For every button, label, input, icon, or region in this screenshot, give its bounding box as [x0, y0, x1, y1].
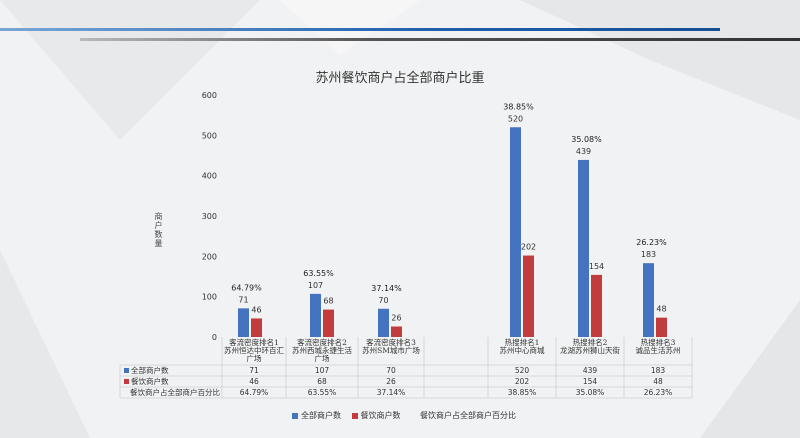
- data-label-food: 48: [656, 305, 666, 314]
- table-cell: 439: [583, 366, 598, 375]
- data-label-percent: 35.08%: [571, 135, 602, 144]
- data-label-all: 71: [238, 295, 248, 304]
- x-category-label: 苏州中心商城: [500, 345, 545, 355]
- x-category-label: 热搜排名1: [505, 337, 540, 347]
- data-label-food: 26: [391, 314, 401, 323]
- data-label-percent: 63.55%: [303, 269, 334, 278]
- bar-all-merchants: [238, 308, 249, 337]
- bar-food-merchants: [391, 326, 402, 337]
- y-tick-label: 0: [212, 333, 217, 342]
- data-label-food: 46: [251, 305, 261, 314]
- table-cell: 26: [386, 377, 396, 386]
- legend-swatch-percent: [411, 413, 417, 419]
- data-label-food: 68: [323, 297, 333, 306]
- data-label-all: 439: [576, 147, 591, 156]
- y-tick-label: 500: [202, 131, 217, 140]
- table-swatch-all: [124, 368, 129, 373]
- y-axis-label: 商户数量: [154, 212, 163, 248]
- bar-food-merchants: [591, 274, 602, 337]
- y-tick-label: 300: [202, 212, 217, 221]
- table-cell: 63.55%: [308, 388, 337, 397]
- table-row-label: 餐饮商户占全部商户百分比: [130, 387, 220, 397]
- data-label-all: 520: [508, 114, 523, 123]
- legend-swatch-all: [291, 412, 298, 419]
- y-tick-label: 400: [202, 172, 217, 181]
- legend: 全部商户数 餐饮商户数 餐饮商户占全部商户百分比: [0, 410, 800, 421]
- table-cell: 183: [651, 366, 666, 375]
- legend-label-food: 餐饮商户数: [360, 411, 401, 420]
- x-category-label: 客流密度排名1: [229, 337, 279, 347]
- table-cell: 71: [249, 366, 259, 375]
- y-tick-label: 200: [202, 252, 217, 261]
- y-tick-label: 100: [202, 293, 217, 302]
- bar-all-merchants: [510, 127, 521, 338]
- x-category-label: 广场: [315, 353, 330, 363]
- x-category-label: 客流密度排名2: [297, 337, 347, 347]
- table-cell: 38.85%: [508, 388, 537, 397]
- table-row-label: 餐饮商户数: [131, 376, 169, 386]
- x-category-label: 龙湖苏州狮山天街: [560, 345, 620, 355]
- data-label-all: 183: [641, 250, 656, 259]
- bar-all-merchants: [578, 159, 589, 337]
- x-category-label: 热搜排名3: [641, 337, 676, 347]
- data-label-food: 154: [589, 262, 604, 271]
- bar-all-merchants: [310, 293, 321, 337]
- table-cell: 68: [317, 377, 327, 386]
- data-label-food: 202: [521, 243, 536, 252]
- data-label-all: 70: [378, 296, 388, 305]
- header-accent-bar-blue: [0, 28, 720, 31]
- table-cell: 202: [515, 377, 530, 386]
- legend-swatch-food: [351, 412, 358, 419]
- table-cell: 35.08%: [576, 388, 605, 397]
- table-row-label: 全部商户数: [131, 365, 169, 375]
- data-label-all: 107: [308, 281, 323, 290]
- table-cell: 26.23%: [644, 388, 673, 397]
- table-cell: 37.14%: [377, 388, 406, 397]
- data-label-percent: 64.79%: [231, 283, 262, 292]
- x-category-label: 客流密度排名3: [366, 337, 416, 347]
- x-category-label: 广场: [247, 353, 262, 363]
- data-label-percent: 26.23%: [636, 238, 667, 247]
- x-category-label: 热搜排名2: [573, 337, 608, 347]
- table-swatch-food: [124, 379, 129, 384]
- table-cell: 520: [515, 366, 530, 375]
- x-category-label: 诚品生活苏州: [636, 345, 681, 355]
- y-tick-label: 600: [202, 91, 217, 100]
- table-cell: 154: [583, 377, 598, 386]
- chart-title: 苏州餐饮商户占全部商户比重: [315, 71, 485, 86]
- table-cell: 64.79%: [240, 388, 269, 397]
- header-accent-bar-gray: [80, 38, 800, 41]
- table-cell: 107: [315, 366, 330, 375]
- legend-label-percent: 餐饮商户占全部商户百分比: [420, 411, 517, 420]
- bar-food-merchants: [523, 255, 534, 337]
- x-category-label: 苏州西城永捷生活: [292, 345, 352, 355]
- data-label-percent: 38.85%: [503, 102, 534, 111]
- bar-food-merchants: [251, 318, 262, 337]
- bar-all-merchants: [378, 308, 389, 337]
- data-label-percent: 37.14%: [371, 284, 402, 293]
- bar-all-merchants: [643, 263, 654, 337]
- x-category-label: 苏州恒达中环百汇: [224, 345, 284, 355]
- table-cell: 48: [653, 377, 663, 386]
- legend-label-all: 全部商户数: [300, 411, 341, 420]
- bar-food-merchants: [323, 309, 334, 337]
- bar-food-merchants: [656, 317, 667, 337]
- table-cell: 46: [249, 377, 259, 386]
- table-cell: 70: [386, 366, 396, 375]
- x-category-label: 苏州SM城市广场: [362, 345, 420, 355]
